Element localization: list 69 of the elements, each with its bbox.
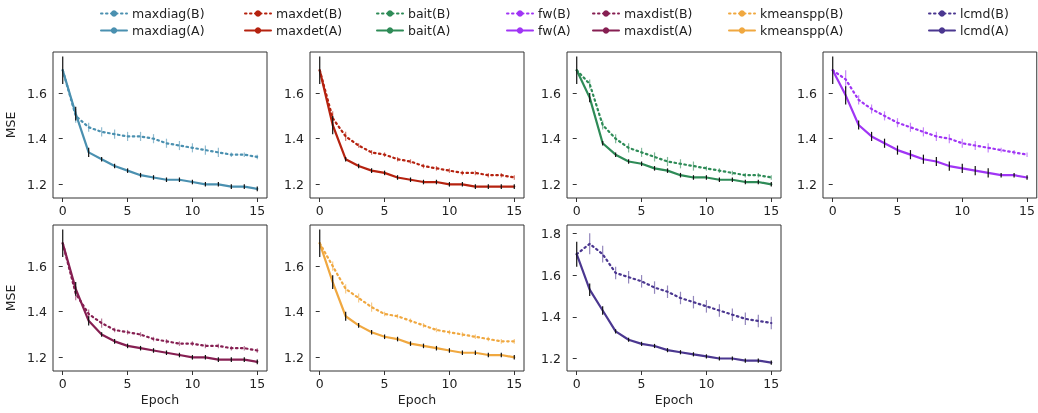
y-tick-label: 1.6: [541, 267, 562, 283]
x-tick-label: 15: [506, 203, 523, 218]
legend-label: kmeanspp(B): [760, 6, 844, 21]
x-tick-label: 0: [315, 376, 324, 391]
legend-label: lcmd(B): [960, 6, 1009, 21]
x-tick-label: 10: [441, 376, 458, 391]
y-tick-label: 1.4: [284, 304, 305, 320]
y-tick-label: 1.6: [541, 85, 562, 101]
x-tick-label: 5: [123, 203, 132, 218]
y-tick-label: 1.4: [27, 131, 48, 147]
y-tick-label: 1.2: [541, 176, 561, 192]
x-axis-title: Epoch: [397, 392, 437, 407]
y-tick-label: 1.2: [284, 349, 304, 365]
x-tick-label: 5: [637, 376, 646, 391]
x-tick-label: 0: [315, 203, 324, 218]
legend-label: kmeanspp(A): [760, 23, 844, 38]
x-tick-label: 5: [123, 376, 132, 391]
x-tick-label: 0: [572, 203, 581, 218]
x-tick-label: 5: [380, 376, 389, 391]
x-tick-label: 0: [58, 376, 67, 391]
legend-label: fw(B): [538, 6, 571, 21]
y-tick-label: 1.4: [27, 304, 48, 320]
x-tick-label: 15: [249, 376, 266, 391]
legend-label: maxdiag(B): [132, 6, 205, 21]
legend-label: maxdist(B): [624, 6, 693, 21]
x-tick-label: 0: [58, 203, 67, 218]
x-tick-label: 0: [572, 376, 581, 391]
y-tick-label: 1.6: [284, 85, 305, 101]
y-tick-label: 1.6: [27, 258, 48, 274]
x-tick-label: 5: [380, 203, 389, 218]
y-tick-label: 1.2: [797, 176, 817, 192]
legend-label: fw(A): [538, 23, 571, 38]
x-tick-label: 10: [184, 376, 201, 391]
legend-label: bait(B): [408, 6, 451, 21]
x-tick-label: 15: [506, 376, 523, 391]
x-axis-title: Epoch: [140, 392, 180, 407]
y-tick-label: 1.6: [284, 258, 305, 274]
y-tick-label: 1.8: [541, 225, 562, 241]
x-tick-label: 10: [698, 203, 715, 218]
x-tick-label: 10: [184, 203, 201, 218]
y-tick-label: 1.4: [797, 131, 818, 147]
x-tick-label: 10: [698, 376, 715, 391]
y-tick-label: 1.6: [27, 85, 48, 101]
legend-label: maxdiag(A): [132, 23, 205, 38]
y-tick-label: 1.4: [541, 131, 562, 147]
x-tick-label: 15: [763, 203, 780, 218]
legend-label: maxdet(A): [276, 23, 343, 38]
y-tick-label: 1.6: [797, 85, 818, 101]
x-tick-label: 0: [828, 203, 837, 218]
x-tick-label: 5: [637, 203, 646, 218]
legend-label: maxdet(B): [276, 6, 343, 21]
x-tick-label: 15: [763, 376, 780, 391]
x-tick-label: 15: [1019, 203, 1035, 218]
y-tick-label: 1.2: [27, 176, 47, 192]
x-tick-label: 5: [893, 203, 902, 218]
y-tick-label: 1.4: [284, 131, 305, 147]
y-tick-label: 1.2: [541, 350, 561, 366]
x-tick-label: 10: [441, 203, 458, 218]
legend-label: bait(A): [408, 23, 451, 38]
x-axis-title: Epoch: [654, 392, 694, 407]
y-tick-label: 1.2: [284, 176, 304, 192]
y-axis-title: MSE: [3, 111, 18, 139]
x-tick-label: 15: [249, 203, 266, 218]
y-tick-label: 1.2: [27, 349, 47, 365]
y-axis-title: MSE: [3, 284, 18, 312]
x-tick-label: 10: [954, 203, 971, 218]
legend-label: maxdist(A): [624, 23, 693, 38]
legend-label: lcmd(A): [960, 23, 1009, 38]
y-tick-label: 1.4: [541, 309, 562, 325]
